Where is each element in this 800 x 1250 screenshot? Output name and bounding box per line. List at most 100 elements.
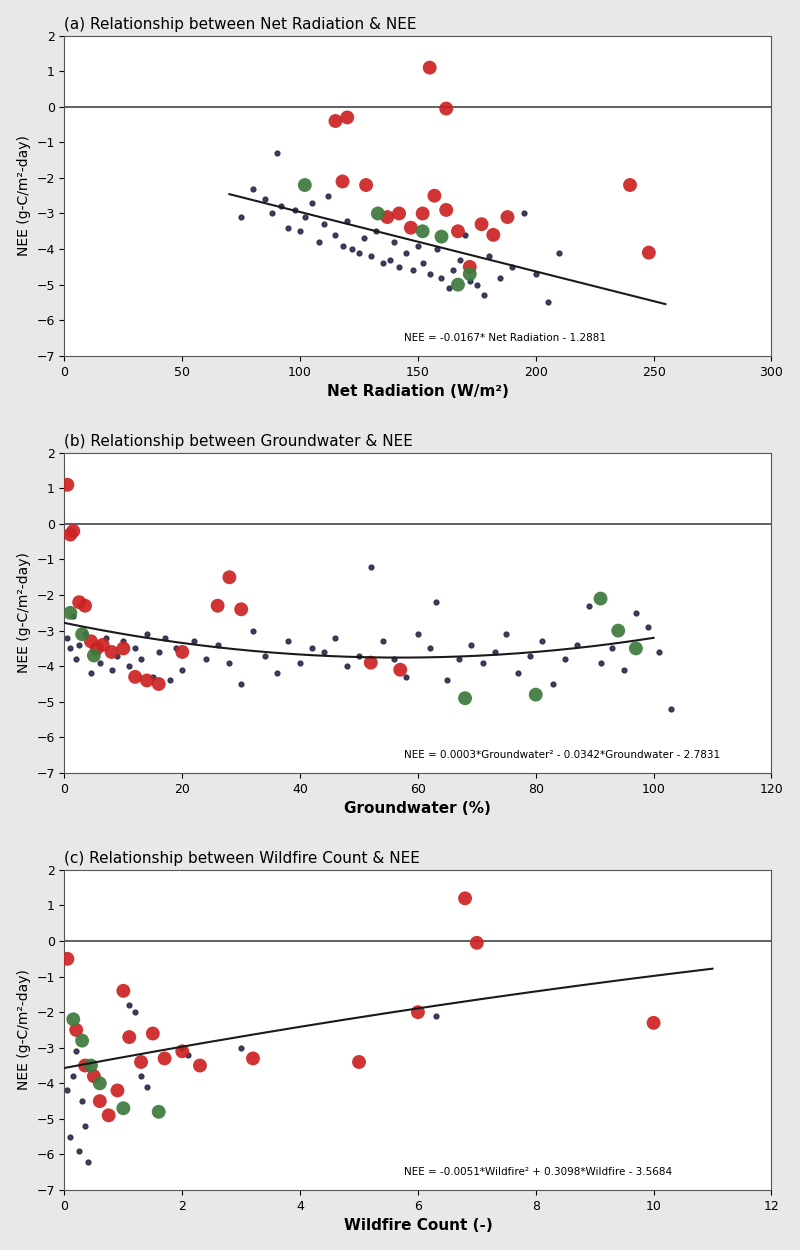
Point <box>129 666 142 686</box>
Point <box>407 260 420 280</box>
Point <box>364 556 377 576</box>
Y-axis label: NEE (g-C/m²-day): NEE (g-C/m²-day) <box>17 135 30 256</box>
Point <box>376 631 389 651</box>
Point <box>211 635 224 655</box>
Point <box>430 239 443 259</box>
Point <box>234 599 247 619</box>
Point <box>61 1080 74 1100</box>
Point <box>270 142 283 162</box>
Point <box>73 592 86 612</box>
Point <box>463 264 476 284</box>
Point <box>78 1055 91 1075</box>
Point <box>176 1038 189 1058</box>
Point <box>67 521 80 541</box>
Point <box>94 1091 106 1111</box>
Point <box>442 279 455 299</box>
Point <box>258 189 271 209</box>
Point <box>547 674 560 694</box>
Point <box>353 1052 366 1072</box>
Point <box>64 1126 77 1146</box>
Point <box>435 226 448 246</box>
Point <box>482 246 495 266</box>
Point <box>429 1006 442 1026</box>
Point <box>642 618 654 638</box>
Point <box>176 660 189 680</box>
Point <box>211 596 224 616</box>
Point <box>258 645 271 665</box>
Point <box>400 242 413 262</box>
Point <box>298 208 311 227</box>
X-axis label: Groundwater (%): Groundwater (%) <box>345 801 491 816</box>
Point <box>275 196 288 216</box>
Point <box>67 1009 80 1029</box>
Point <box>117 1099 130 1119</box>
Point <box>90 639 103 659</box>
Point <box>388 232 401 253</box>
Point <box>246 620 259 640</box>
Point <box>371 204 384 224</box>
Point <box>665 699 678 719</box>
Point <box>141 624 154 644</box>
Point <box>458 689 471 709</box>
Point <box>96 635 109 655</box>
Point <box>487 225 500 245</box>
Point <box>146 666 159 686</box>
Point <box>383 250 396 270</box>
Point <box>306 192 318 213</box>
Point <box>476 652 489 672</box>
Point <box>470 932 483 952</box>
Point <box>134 1066 147 1086</box>
Point <box>134 649 147 669</box>
Point <box>141 670 154 690</box>
Point <box>123 995 136 1015</box>
Point <box>99 628 112 648</box>
Point <box>530 264 542 284</box>
Point <box>393 256 406 276</box>
Text: NEE = -0.0167* Net Radiation - 1.2881: NEE = -0.0167* Net Radiation - 1.2881 <box>404 332 606 342</box>
Point <box>294 221 306 241</box>
Point <box>102 1105 115 1125</box>
Point <box>105 642 118 662</box>
Point <box>117 639 130 659</box>
Point <box>475 214 488 234</box>
Point <box>630 639 642 659</box>
Point <box>313 232 326 253</box>
Point <box>61 949 74 969</box>
Point <box>454 250 466 270</box>
Point <box>553 242 566 262</box>
Point <box>94 652 106 672</box>
Point <box>336 171 349 191</box>
Point <box>141 1078 154 1098</box>
Point <box>411 1003 424 1022</box>
Point <box>647 1013 660 1032</box>
Point <box>642 242 655 262</box>
Point <box>73 635 86 655</box>
Y-axis label: NEE (g-C/m²-day): NEE (g-C/m²-day) <box>17 970 30 1090</box>
Point <box>73 1141 86 1161</box>
Point <box>67 606 80 626</box>
Point <box>223 568 236 588</box>
Point <box>152 674 165 694</box>
Point <box>506 256 518 276</box>
Point <box>64 639 77 659</box>
Point <box>70 1020 82 1040</box>
Point <box>423 639 436 659</box>
X-axis label: Wildfire Count (-): Wildfire Count (-) <box>343 1219 492 1234</box>
Point <box>624 175 637 195</box>
Point <box>111 645 124 665</box>
Point <box>117 631 130 651</box>
Point <box>440 99 453 119</box>
Point <box>458 889 471 909</box>
Point <box>294 652 306 672</box>
Point <box>129 639 142 659</box>
Point <box>440 200 453 220</box>
Point <box>146 1024 159 1044</box>
Point <box>70 649 82 669</box>
Point <box>376 254 389 274</box>
Point <box>322 186 334 206</box>
Point <box>400 666 413 686</box>
Point <box>488 642 501 662</box>
Text: (b) Relationship between Groundwater & NEE: (b) Relationship between Groundwater & N… <box>65 434 414 449</box>
Point <box>234 674 247 694</box>
Point <box>289 200 302 220</box>
